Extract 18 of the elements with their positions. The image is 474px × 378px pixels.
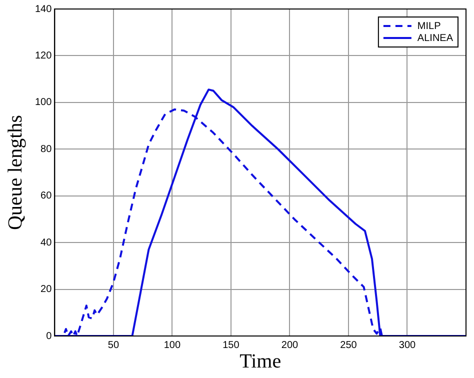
x-tick-label: 250 — [340, 340, 358, 351]
y-tick-label: 140 — [34, 4, 52, 15]
y-tick-label: 80 — [40, 144, 52, 155]
y-tick-label: 120 — [34, 50, 52, 62]
x-tick-label: 100 — [164, 340, 181, 351]
x-tick-label: 50 — [108, 340, 120, 351]
y-tick-label: 40 — [40, 237, 52, 248]
x-axis-title: Time — [240, 350, 282, 372]
x-tick-label: 150 — [222, 340, 240, 351]
y-tick-label: 20 — [40, 284, 52, 296]
y-tick-label: 100 — [34, 97, 52, 108]
legend-label: MILP — [417, 20, 442, 32]
x-tick-label: 200 — [281, 340, 298, 351]
y-tick-label: 60 — [40, 190, 52, 202]
y-tick-label: 0 — [46, 330, 52, 342]
legend-label: ALINEA — [417, 32, 454, 44]
y-axis-title: Queue lengths — [4, 114, 26, 230]
x-tick-label: 300 — [398, 340, 416, 351]
